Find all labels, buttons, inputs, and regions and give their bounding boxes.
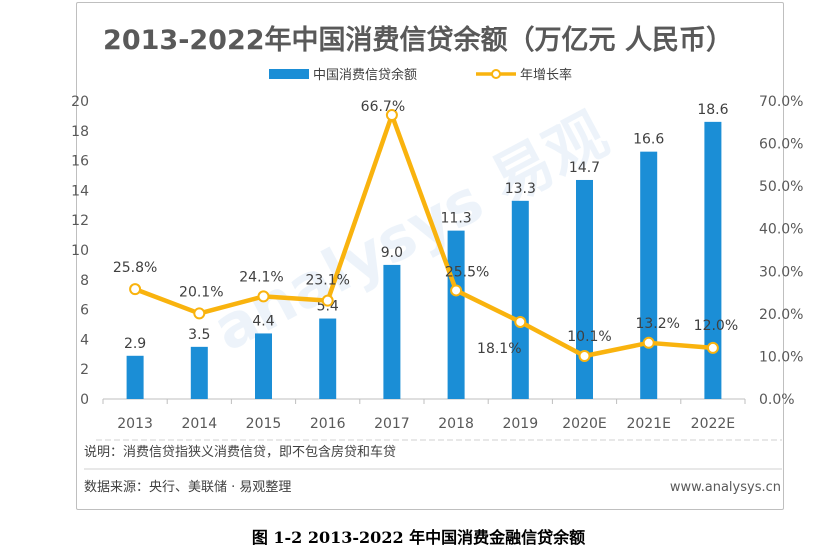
y-right-tick-label: 10.0% (759, 349, 803, 365)
bar (126, 355, 144, 399)
legend-bar-swatch (269, 69, 309, 79)
x-tick-label: 2015 (246, 416, 282, 432)
figure-caption: 图 1-2 2013-2022 年中国消费金融信贷余额 (251, 528, 586, 547)
bar (447, 230, 465, 399)
line-series (129, 109, 719, 363)
bar (255, 333, 272, 399)
line-marker (321, 294, 334, 307)
y-right-tick-label: 30.0% (759, 264, 803, 280)
line-marker (129, 283, 142, 296)
x-tick-label: 2016 (310, 416, 346, 432)
line-data-label: 20.1% (179, 284, 223, 300)
axes: 2013 2014 2015 2016 2017 2018 2019 2020E 2021E 20… (71, 94, 803, 432)
bar-data-label: 14.7 (569, 160, 600, 176)
data-source: 数据来源：央行、美联储 · 易观整理 (84, 480, 291, 495)
bar (704, 121, 722, 400)
line-data-label: 25.8% (113, 260, 157, 276)
x-tick-label: 2013 (117, 416, 153, 432)
line-data-label: 10.1% (567, 329, 611, 345)
line-marker (706, 341, 719, 354)
combo-chart: 2013-2022年中国消费信贷余额（万亿元 人民币） 中国消费信贷余额 年增长… (71, 24, 803, 495)
x-tick-label: 2020E (562, 416, 606, 432)
line-data-label: 66.7% (361, 99, 405, 115)
line-marker (642, 336, 655, 349)
legend: 中国消费信贷余额 年增长率 (269, 67, 572, 83)
x-tick-label: 2019 (502, 416, 538, 432)
y-left-tick-label: 20 (71, 94, 89, 110)
line-marker (193, 307, 206, 320)
bar-data-label: 4.4 (252, 313, 274, 329)
legend-line-marker (491, 69, 501, 79)
line-marker (450, 284, 463, 297)
y-right-tick-label: 20.0% (759, 307, 803, 323)
y-left-tick-label: 2 (80, 362, 89, 378)
bar (383, 264, 401, 399)
growth-rate-line (132, 112, 716, 359)
y-right-tick-label: 0.0% (759, 392, 795, 408)
y-left-tick-label: 16 (71, 154, 89, 170)
bar-data-label: 3.5 (188, 327, 210, 343)
y-right-tick-label: 60.0% (759, 137, 803, 153)
line-marker (385, 109, 398, 122)
line-marker (578, 350, 591, 363)
x-tick-label: 2017 (374, 416, 410, 432)
bar-data-label: 13.3 (505, 181, 536, 197)
website-url: www.analysys.cn (670, 480, 781, 495)
y-left-tick-label: 18 (71, 124, 89, 140)
bar-data-label: 18.6 (697, 102, 728, 118)
line-data-label: 23.1% (305, 273, 349, 289)
y-left-tick-label: 10 (71, 243, 89, 259)
y-left-tick-label: 14 (71, 183, 89, 199)
chart-frame (76, 2, 784, 510)
y-left-tick-label: 6 (80, 303, 89, 319)
bar-data-label: 9.0 (381, 245, 403, 261)
legend-line-label: 年增长率 (520, 67, 572, 83)
chart-note: 说明：消费信贷指狭义消费信贷，即不包含房贷和车贷 (84, 444, 396, 460)
chart-title: 2013-2022年中国消费信贷余额（万亿元 人民币） (103, 24, 733, 56)
x-tick-label: 2022E (691, 416, 735, 432)
y-left-tick-label: 12 (71, 213, 89, 229)
line-data-label: 18.1% (477, 341, 521, 357)
bar (640, 151, 658, 399)
bar (511, 200, 529, 399)
bar (190, 346, 208, 399)
y-right-tick-label: 50.0% (759, 179, 803, 195)
x-tick-label: 2021E (626, 416, 670, 432)
line-labels: 25.8% 20.1% 24.1% 23.1% 66.7% 25.5% 18.1% 10.1%… (113, 99, 738, 357)
line-marker (514, 315, 527, 328)
x-tick-label: 2014 (181, 416, 217, 432)
y-left-tick-label: 8 (80, 273, 89, 289)
bar-data-label: 2.9 (124, 336, 146, 352)
y-left-tick-label: 4 (80, 332, 89, 348)
bar-data-label: 11.3 (441, 211, 472, 227)
y-right-tick-label: 70.0% (759, 94, 803, 110)
y-right-tick-label: 40.0% (759, 222, 803, 238)
y-left-tick-label: 0 (80, 392, 89, 408)
line-data-label: 13.2% (635, 316, 679, 332)
bar (319, 318, 337, 399)
line-data-label: 24.1% (239, 269, 283, 285)
line-data-label: 12.0% (694, 318, 738, 334)
line-marker (257, 290, 270, 303)
x-tick-label: 2018 (438, 416, 474, 432)
line-data-label: 25.5% (445, 264, 489, 280)
legend-bar-label: 中国消费信贷余额 (313, 67, 417, 83)
bar-data-label: 16.6 (633, 132, 664, 148)
bar (576, 179, 593, 399)
bar-labels: 2.93.54.45.49.011.313.314.716.618.6 (124, 102, 729, 352)
